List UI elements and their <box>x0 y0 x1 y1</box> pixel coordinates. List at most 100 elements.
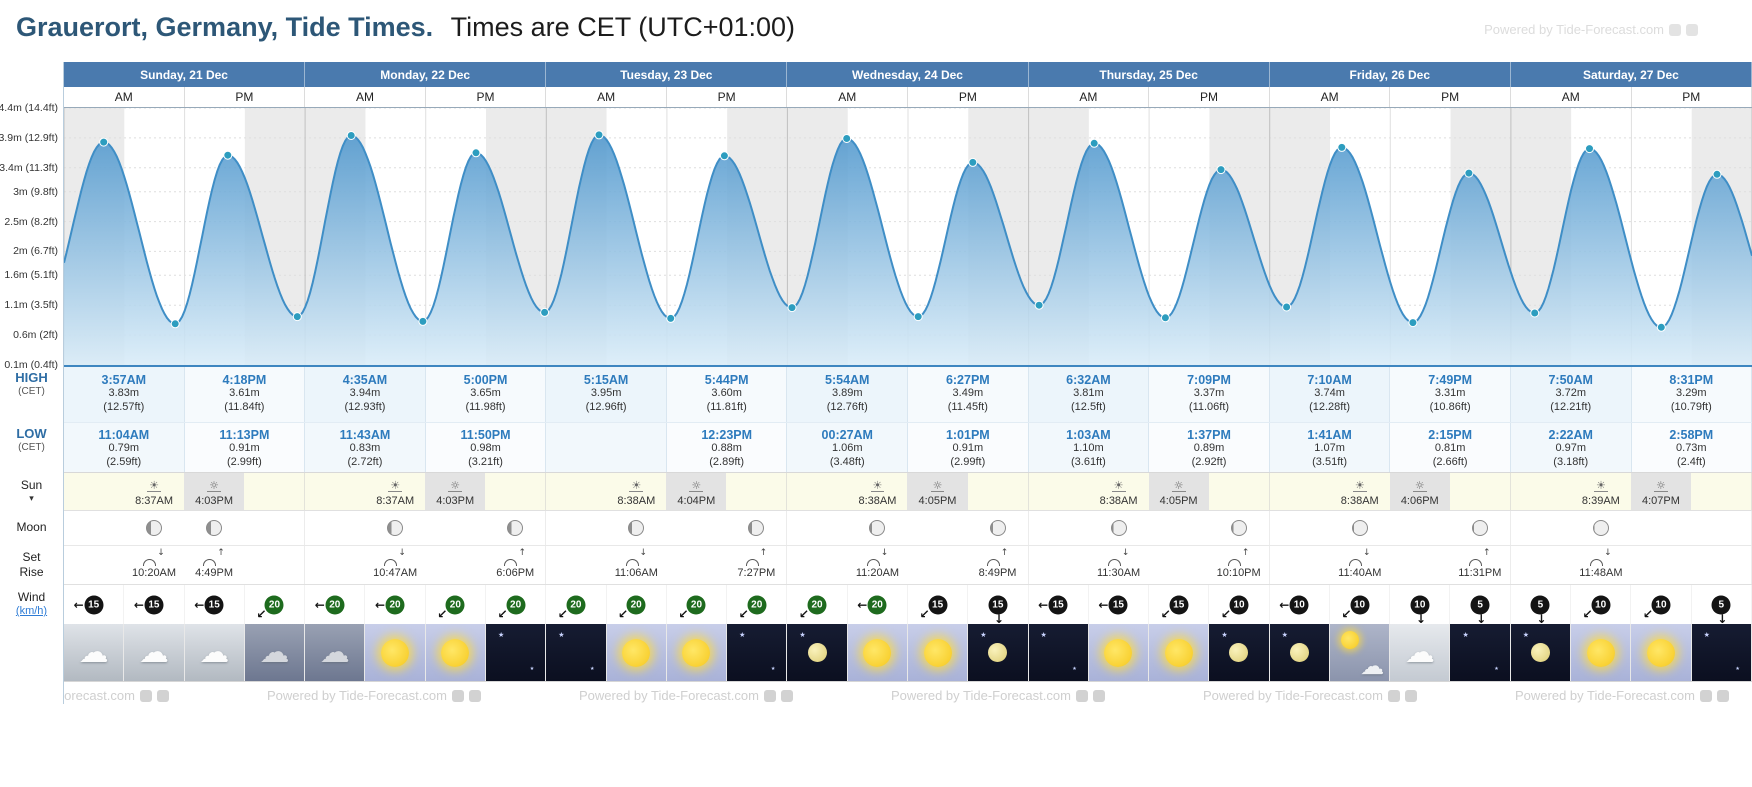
wind-badge: 20 <box>867 595 887 614</box>
wind-direction-arrow: ↙ <box>1582 606 1593 621</box>
low-tide-height-m: 0.91m <box>952 442 984 454</box>
cloud-icon: ☁ <box>78 634 109 670</box>
moon-phase-icon <box>1351 520 1368 536</box>
axis-label: 1.1m (3.5ft) <box>4 299 58 312</box>
wind-direction-arrow: ↙ <box>1642 606 1654 621</box>
low-tide-time: 1:03AM <box>1066 428 1111 442</box>
sun-icon <box>1164 638 1193 667</box>
sun-day-cell: ☀ 8:37AM ☼ 4:03PM <box>64 473 306 510</box>
high-tide-height-ft: (11.84ft) <box>224 400 265 413</box>
weather-tile: ☁ <box>64 624 125 681</box>
wind-badge: 20 <box>506 595 526 614</box>
weather-tile: ★ ★ <box>485 624 547 681</box>
stars-icon: ★ <box>1494 666 1499 672</box>
weather-tile: ★ ★ <box>1450 624 1511 681</box>
low-tide-height-m: 0.79m <box>108 442 140 454</box>
high-tide-cell: 6:27PM 3.49m (11.45ft) <box>908 367 1029 422</box>
stars-icon: ★ <box>1040 631 1047 639</box>
moonset-time: 11:48AM <box>1579 567 1623 579</box>
powered-by-text: Powered by Tide-Forecast.com <box>891 688 1071 703</box>
high-tide-height-m: 3.37m <box>1193 387 1225 399</box>
low-tide-cell: 1:01PM 0.91m (2.99ft) <box>908 423 1029 472</box>
wind-cell: ↙ 20 <box>787 585 848 624</box>
low-tide-cell: 1:41AM 1.07m (3.51ft) <box>1269 423 1391 472</box>
low-tide-height-m: 1.06m <box>831 442 863 454</box>
social-icon <box>1092 689 1105 702</box>
row-label-setrise: Set Rise <box>0 550 63 580</box>
sun-row-expander[interactable]: ▾ <box>29 493 34 503</box>
row-label-moon-text: Moon <box>16 520 47 534</box>
sunset-time: 4:05PM <box>918 495 957 507</box>
wind-cell: ← 15 <box>64 585 125 624</box>
moon-setrise-day-cell: ↓ 11:40AM ↑ 11:31PM <box>1270 546 1511 584</box>
low-tide-height-ft: (3.21ft) <box>468 455 503 468</box>
low-tide-height-m: 1.07m <box>1314 442 1345 454</box>
row-label-high-text: (CET) <box>18 386 45 398</box>
wind-direction-arrow: ← <box>133 597 144 612</box>
moonrise-icon: ↑ <box>745 548 767 566</box>
moon-row <box>64 510 1752 545</box>
moonrise-item: ↑ 4:49PM <box>184 548 244 579</box>
social-icon <box>1404 689 1417 702</box>
powered-by-watermark: Powered by Tide-Forecast.com <box>579 688 793 703</box>
wind-cell: ← 15 <box>1089 585 1150 624</box>
high-tide-cell: 6:32AM 3.81m (12.5ft) <box>1028 367 1150 422</box>
wind-badge: 15 <box>988 595 1008 614</box>
low-tide-cell: 12:23PM 0.88m (2.89ft) <box>666 423 788 472</box>
wind-cell: ↙ 20 <box>486 585 547 624</box>
wind-unit-link[interactable]: (km/h) <box>15 605 48 617</box>
moon-icon <box>807 643 827 662</box>
sunset-icon: ☼ <box>207 479 222 492</box>
wind-badge: 20 <box>807 595 827 614</box>
high-tide-cell: 7:09PM 3.37m (11.06ft) <box>1149 367 1270 422</box>
page-subtitle: Times are CET (UTC+01:00) <box>450 12 796 42</box>
row-label-high-text: HIGH <box>15 370 48 385</box>
page-footer: Powered by Tide-Forecast.com Powered by T… <box>0 681 1752 711</box>
wind-direction-arrow: ↙ <box>678 606 689 621</box>
sunrise-icon: ☀ <box>1352 479 1367 492</box>
high-tide-height-m: 3.29m <box>1676 387 1707 399</box>
stars-icon: ★ <box>497 631 505 639</box>
row-label-wind-text: Wind <box>17 590 46 604</box>
weather-tile <box>425 624 486 681</box>
weather-tile: ★ <box>1209 624 1270 681</box>
social-icon <box>1075 689 1088 702</box>
moonrise-icon: ↑ <box>504 548 526 566</box>
high-tide-height-m: 3.49m <box>952 387 984 399</box>
row-label-low-text: (CET) <box>18 442 45 454</box>
row-label-low-text: LOW <box>16 426 47 441</box>
axis-label: 0.6m (2ft) <box>13 329 58 342</box>
day-header-row: Sunday, 21 Dec Monday, 22 Dec Tuesday, 23 … <box>64 62 1752 87</box>
sun-icon <box>1586 638 1615 667</box>
high-tide-cell: 5:15AM 3.95m (12.96ft) <box>546 367 667 422</box>
page-header: Grauerort, Germany, Tide Times. Times ar… <box>0 0 1752 62</box>
moon-icon <box>1289 643 1309 662</box>
page-title: Grauerort, Germany, Tide Times. <box>16 12 434 42</box>
low-tide-cell: 2:22AM 0.97m (3.18ft) <box>1510 423 1632 472</box>
powered-by-text: Powered by Tide-Forecast.com <box>267 688 447 703</box>
social-icon <box>139 689 152 702</box>
cloud-icon: ☁ <box>1404 634 1435 670</box>
weather-tile <box>666 624 728 681</box>
sunrise-item: ☀ 8:38AM <box>606 476 666 507</box>
weather-tile: ★ <box>1510 624 1572 681</box>
wind-badge: 5 <box>1530 595 1550 614</box>
high-tide-height-m: 3.81m <box>1073 387 1104 399</box>
moon-setrise-day-cell: ↓ 11:30AM ↑ 10:10PM <box>1029 546 1270 584</box>
powered-by-text: Powered by Tide-Forecast.com <box>1203 688 1383 703</box>
high-tide-time: 7:50AM <box>1548 373 1593 387</box>
powered-by-text: Powered by Tide-Forecast.com <box>1484 22 1664 37</box>
high-tide-cell: 7:49PM 3.31m (10.86ft) <box>1390 367 1511 422</box>
low-tide-cell: 11:04AM 0.79m (2.59ft) <box>64 423 185 472</box>
sunset-icon: ☼ <box>1412 479 1427 492</box>
sunrise-item: ☀ 8:38AM <box>847 476 907 507</box>
wind-badge: 20 <box>264 595 284 614</box>
sunrise-time: 8:38AM <box>617 495 656 507</box>
sun-icon <box>1340 631 1359 649</box>
sun-icon <box>441 638 470 667</box>
wind-badge: 15 <box>1169 595 1189 614</box>
low-tide-height-m: 0.97m <box>1555 442 1587 454</box>
powered-by-watermark: Powered by Tide-Forecast.com <box>1203 688 1417 703</box>
cloud-icon: ☁ <box>259 634 290 670</box>
